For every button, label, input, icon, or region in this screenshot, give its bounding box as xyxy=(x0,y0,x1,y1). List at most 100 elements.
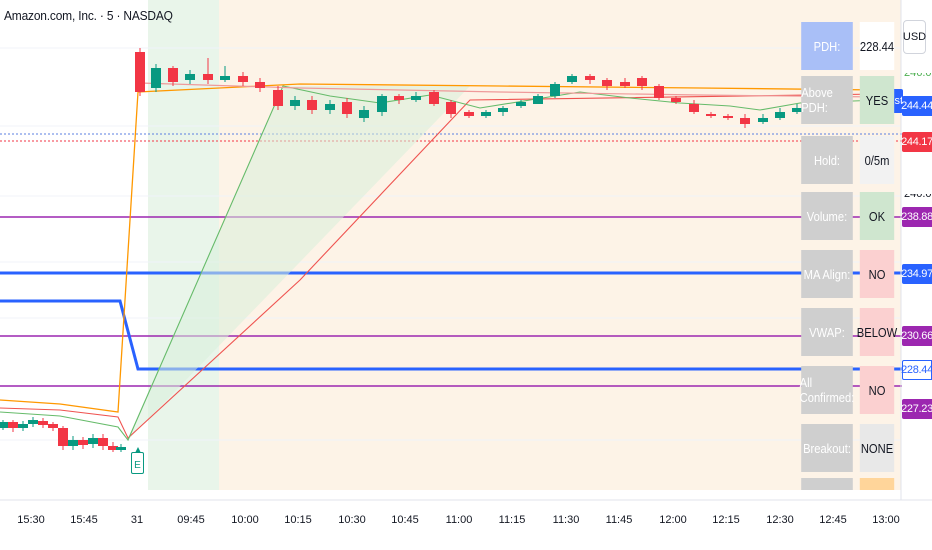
bear-candle xyxy=(706,114,716,116)
bear-candle xyxy=(78,440,88,445)
status-label: PDH: xyxy=(801,22,853,70)
time-label: 11:30 xyxy=(552,514,580,526)
ma-cloud xyxy=(128,86,470,440)
earnings-marker[interactable]: E xyxy=(131,447,144,474)
bull-candle xyxy=(151,68,161,88)
time-label: 10:15 xyxy=(284,514,312,526)
price-axis-label: 240.00 xyxy=(904,188,932,200)
time-label: 10:00 xyxy=(231,514,259,526)
bear-candle xyxy=(394,96,404,100)
bull-candle xyxy=(481,112,491,116)
bear-candle xyxy=(740,118,750,124)
bull-candle xyxy=(498,108,508,112)
time-label: 15:45 xyxy=(70,514,98,526)
green-ema-line xyxy=(0,85,881,442)
status-row-vwap: VWAP: BELOW xyxy=(797,308,897,356)
bear-candle xyxy=(342,102,352,114)
bear-candle xyxy=(307,100,317,110)
status-row-volume: Volume: OK xyxy=(797,192,897,240)
price-tag-purple-mid: 230.66 xyxy=(901,326,932,346)
bear-candle xyxy=(8,422,18,428)
bull-candle xyxy=(792,108,802,112)
time-label: 11:00 xyxy=(445,514,473,526)
status-value: BELOW xyxy=(857,308,897,356)
symbol-title[interactable]: Amazon.com, Inc. · 5 · NASDAQ xyxy=(4,8,173,23)
time-label: 10:30 xyxy=(338,514,366,526)
bull-candle xyxy=(18,424,28,428)
bear-candle xyxy=(620,82,630,86)
status-row-breakout: Breakout: NONE xyxy=(797,424,897,472)
bull-candle xyxy=(567,76,577,82)
status-label: Hold: xyxy=(801,136,853,184)
bear-candle xyxy=(238,76,248,82)
bull-candle xyxy=(377,96,387,112)
time-label: 12:00 xyxy=(659,514,687,526)
price-tag-blue: 234.97 xyxy=(901,264,932,284)
price-tag-bid: 244.17 xyxy=(901,132,932,152)
status-value: 228.44 xyxy=(859,22,895,70)
status-value: OK xyxy=(859,192,895,240)
bull-candle xyxy=(185,74,195,80)
status-row-above-pdh: Above PDH: YES xyxy=(797,76,897,124)
bull-candle xyxy=(325,104,335,110)
price-tag-purple-lower: 227.23 xyxy=(901,399,932,419)
bull-candle xyxy=(116,447,126,450)
bear-candle xyxy=(203,74,213,80)
bull-candle xyxy=(516,102,526,106)
status-row-ma-align: MA Align: NO xyxy=(797,250,897,298)
status-value-extra xyxy=(859,478,895,490)
price-tag-pdh: 228.44 xyxy=(901,360,932,380)
bear-candle xyxy=(48,424,58,428)
time-label: 31 xyxy=(130,514,144,526)
bull-candle xyxy=(68,440,78,446)
time-label: 13:00 xyxy=(872,514,900,526)
bear-candle xyxy=(255,82,265,88)
bull-candle xyxy=(775,112,785,118)
bull-candle xyxy=(28,420,38,424)
bull-candle xyxy=(290,100,300,106)
bear-candle xyxy=(602,80,612,86)
bear-candle xyxy=(429,92,439,104)
bear-candle xyxy=(446,102,456,114)
status-value: NONE xyxy=(859,424,895,472)
status-row-all-confirmed: All Confirmed: NO xyxy=(797,366,897,414)
bear-candle xyxy=(58,428,68,446)
bull-candle xyxy=(220,76,230,80)
time-label: 12:15 xyxy=(712,514,740,526)
status-label: All Confirmed: xyxy=(800,366,854,414)
bear-candle xyxy=(671,98,681,102)
status-label: MA Align: xyxy=(801,250,853,298)
bull-candle xyxy=(550,84,560,96)
status-value: YES xyxy=(859,76,895,124)
bull-candle xyxy=(0,422,8,428)
status-label: VWAP: xyxy=(801,308,853,356)
time-label: 12:30 xyxy=(766,514,794,526)
bear-candle xyxy=(273,90,283,106)
pink-ema-line xyxy=(139,82,881,98)
currency-button[interactable]: USD xyxy=(903,20,926,54)
price-tag-purple-upper: 238.88 xyxy=(901,207,932,227)
bear-candle xyxy=(38,421,48,425)
status-row-extra xyxy=(797,478,897,490)
bear-candle xyxy=(585,76,595,80)
red-ema-line xyxy=(0,93,881,439)
bear-candle xyxy=(135,52,145,92)
bear-candle xyxy=(464,112,474,116)
bear-candle xyxy=(654,86,664,98)
session-bg-regular xyxy=(219,0,901,490)
bear-candle xyxy=(98,438,108,446)
status-value: 0/5m xyxy=(859,136,895,184)
price-tag-last: 244.44 xyxy=(901,96,932,116)
time-label: 15:30 xyxy=(17,514,45,526)
time-label: 09:45 xyxy=(177,514,205,526)
bull-candle xyxy=(533,96,543,104)
bull-candle xyxy=(758,118,768,122)
time-label: 12:45 xyxy=(819,514,847,526)
bear-candle xyxy=(108,446,118,450)
bull-candle xyxy=(359,110,369,118)
status-row-hold: Hold: 0/5m xyxy=(797,136,897,184)
price-axis-label: 246.00 xyxy=(904,67,932,79)
pdh-step-line xyxy=(0,299,902,371)
